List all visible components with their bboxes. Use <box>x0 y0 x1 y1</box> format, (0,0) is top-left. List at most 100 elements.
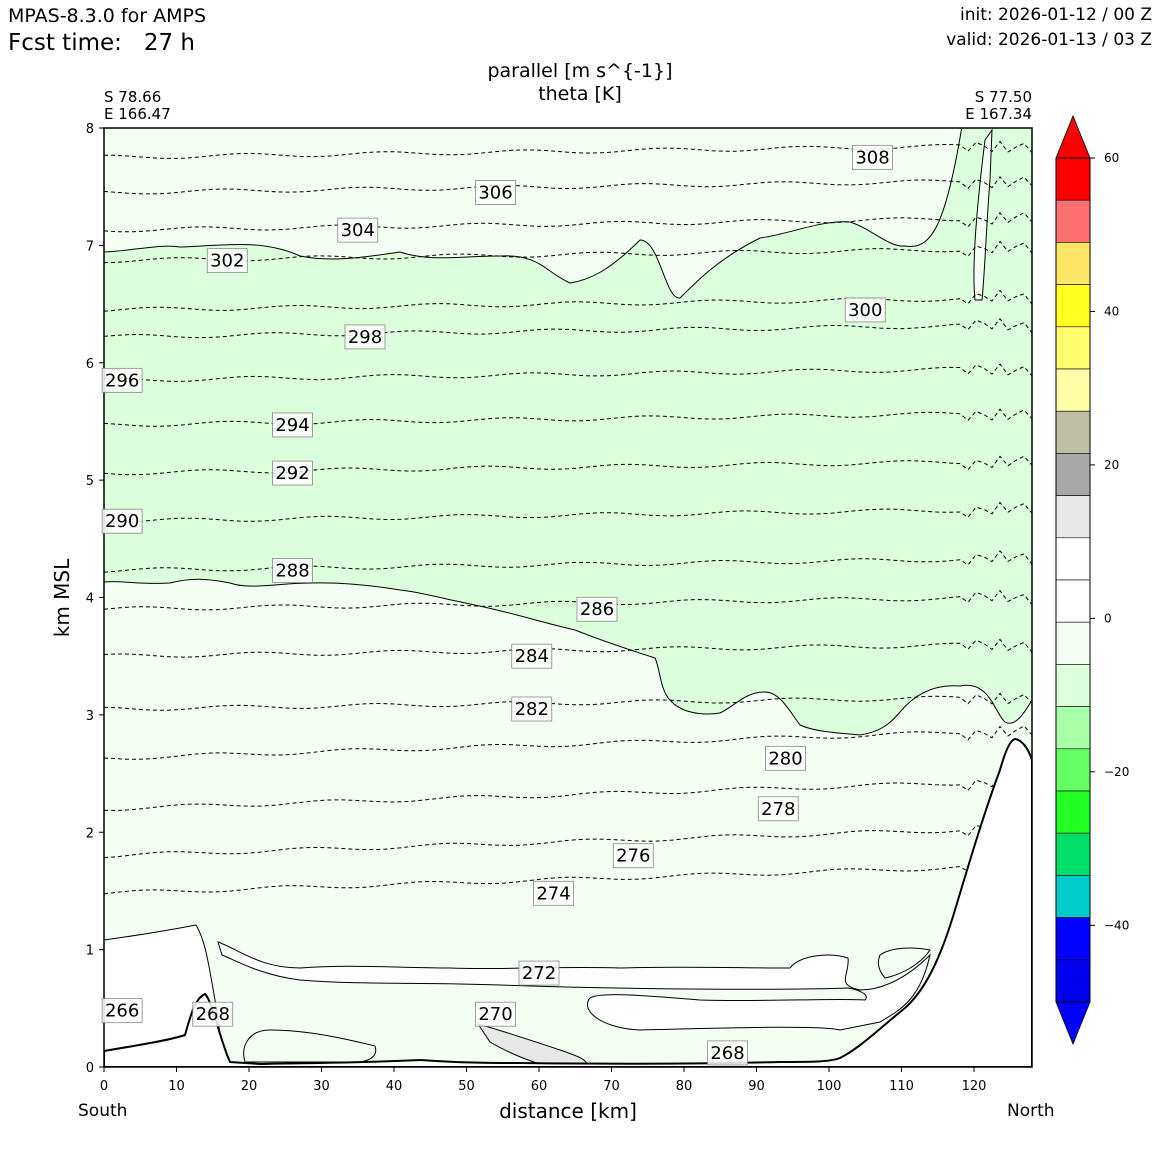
valid-time: valid: 2026-01-13 / 03 Z <box>946 30 1152 50</box>
contour-label-box <box>272 460 313 486</box>
theta-contour-line <box>104 857 1032 895</box>
colorbar-bin <box>1055 242 1091 285</box>
colorbar-bin <box>1055 832 1091 876</box>
colorbar-bin <box>1055 748 1091 792</box>
contour-label-box <box>576 596 618 622</box>
theta-contour-line <box>104 363 1032 382</box>
colorbar-bin <box>1055 621 1091 665</box>
theta-contour-line <box>104 455 1032 476</box>
north-label: North <box>1007 1101 1055 1121</box>
theta-contour-label: 266 <box>101 998 143 1024</box>
contour-label-text: 282 <box>515 699 549 720</box>
theta-contour-line <box>104 501 1032 524</box>
theta-contour-line <box>104 289 1032 312</box>
colorbar-tick-label: −40 <box>1104 918 1129 932</box>
contour-label-text: 266 <box>105 1001 139 1022</box>
near-surface-green-pocket-2 <box>877 947 931 979</box>
contour-label-box <box>475 180 516 205</box>
contour-label-box <box>511 696 553 722</box>
colorbar-bin <box>1055 664 1091 707</box>
theta-contour-line <box>104 638 1032 658</box>
theta-contour-label: 282 <box>511 696 553 722</box>
end-coordinate: S 77.50 E 167.34 <box>965 89 1032 123</box>
plot-title-line1: parallel [m s^{-1}] <box>487 60 673 82</box>
colorbar-bin <box>1055 537 1091 581</box>
colorbar-bin <box>1055 199 1091 243</box>
colorbar-bin <box>1055 410 1091 454</box>
theta-contour-label: 296 <box>101 367 143 393</box>
theta-contour-label: 302 <box>206 248 248 274</box>
x-tick-label: 30 <box>313 1079 330 1094</box>
theta-contour-line <box>104 140 1032 159</box>
colorbar-extend-bottom <box>1055 1001 1091 1046</box>
theta-contour-line <box>104 589 1032 611</box>
y-tick-label: 1 <box>86 944 94 959</box>
contour-label-text: 278 <box>761 799 795 820</box>
theta-contour-line <box>104 408 1032 427</box>
contour-label-text: 268 <box>196 1004 230 1025</box>
x-tick-label: 40 <box>386 1079 403 1094</box>
contour-label-box <box>101 508 143 534</box>
contour-label-box <box>765 745 806 771</box>
colorbar-bin <box>1055 579 1091 623</box>
start-lon: E 166.47 <box>104 105 171 123</box>
x-tick-label: 80 <box>676 1079 693 1094</box>
contour-label-box <box>707 1040 748 1066</box>
contour-label-text: 276 <box>616 846 650 867</box>
theta-contour-line <box>104 550 1032 573</box>
theta-contour-label: 278 <box>757 796 799 822</box>
x-axis-title: distance [km] <box>499 1099 637 1123</box>
south-label: South <box>78 1101 128 1121</box>
end-lat: S 77.50 <box>974 88 1032 106</box>
start-coordinate: S 78.66 E 166.47 <box>104 89 171 123</box>
contour-label-text: 274 <box>536 883 570 904</box>
theta-contour-label: 286 <box>576 596 618 622</box>
theta-contour-line <box>104 175 1032 195</box>
contour-label-box <box>533 880 574 906</box>
theta-contour-label: 268 <box>707 1040 748 1066</box>
x-tick-label: 120 <box>962 1079 987 1094</box>
theta-contour-label: 272 <box>518 960 560 986</box>
theta-contour-label: 292 <box>272 460 313 486</box>
colorbar-bin <box>1055 875 1091 918</box>
contour-label-box <box>272 558 313 583</box>
theta-contour-line <box>104 774 1032 811</box>
theta-contour-label: 290 <box>101 508 143 534</box>
contour-label-box <box>206 248 248 274</box>
theta-contour-label: 306 <box>475 180 516 205</box>
start-lat: S 78.66 <box>104 88 162 106</box>
forecast-time: Fcst time: 27 h <box>8 30 195 56</box>
contour-label-box <box>612 843 654 869</box>
y-tick-label: 8 <box>86 122 94 137</box>
colorbar-tick-label: 40 <box>1104 304 1119 318</box>
contour-label-text: 304 <box>341 220 375 241</box>
x-tick-label: 60 <box>531 1079 548 1094</box>
colorbar-bin <box>1055 284 1091 328</box>
colorbar-bin <box>1055 917 1091 961</box>
colorbar-frame <box>1055 157 1091 1003</box>
theta-contour-line <box>104 211 1032 233</box>
theta-contour-label: 304 <box>337 217 379 243</box>
theta-contour-label: 294 <box>272 412 313 438</box>
model-title: MPAS-8.3.0 for AMPS <box>8 5 207 27</box>
near-surface-grey-region <box>476 1023 587 1065</box>
contour-label-text: 302 <box>210 251 244 272</box>
contour-label-box <box>344 324 386 350</box>
plot-title: parallel [m s^{-1}] theta [K] <box>470 60 690 106</box>
init-time: init: 2026-01-12 / 00 Z <box>959 5 1152 25</box>
x-tick-label: 50 <box>458 1079 475 1094</box>
theta-contour-line <box>104 692 1032 711</box>
contour-label-text: 270 <box>478 1004 512 1025</box>
y-tick-label: 5 <box>86 474 94 489</box>
theta-contour-label: 298 <box>344 324 386 350</box>
contour-label-box <box>757 796 799 822</box>
theta-contour-label: 300 <box>844 297 886 323</box>
contour-label-box <box>518 960 560 986</box>
contour-label-box <box>844 297 886 323</box>
theta-contour-label: 270 <box>475 1001 516 1027</box>
contour-label-box <box>337 217 379 243</box>
contour-label-text: 308 <box>855 147 889 168</box>
contour-label-text: 296 <box>105 370 139 391</box>
contour-label-box <box>272 412 313 438</box>
